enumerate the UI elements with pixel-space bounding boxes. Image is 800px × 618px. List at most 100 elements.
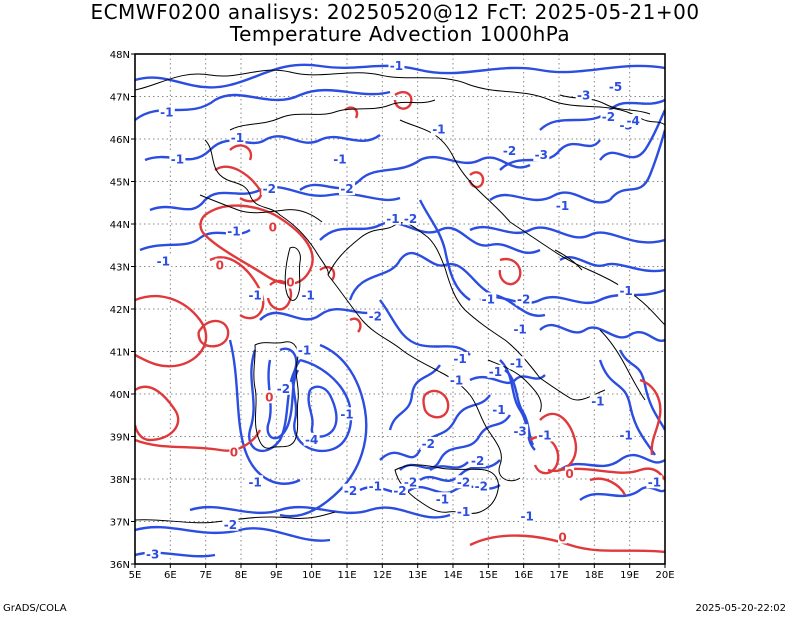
contour-label-background — [229, 445, 239, 459]
lon-tick-label: 10E — [302, 570, 321, 581]
contour-label-background — [402, 211, 419, 225]
contour-label: -2 — [369, 310, 382, 324]
contour-label: -1 — [453, 352, 466, 366]
contour-label-background — [339, 182, 355, 195]
contour-label: -2 — [422, 437, 435, 451]
lat-tick-label: 46N — [110, 135, 130, 146]
contour-label: -1 — [556, 199, 569, 213]
contour-label-background — [455, 475, 472, 489]
contour-label-background — [533, 148, 550, 161]
render-timestamp: 2025-05-20-22:02 — [695, 603, 786, 614]
contour-label-background — [575, 88, 592, 102]
contour-label: -3 — [577, 89, 590, 103]
contour-label: -1 — [513, 322, 526, 336]
contour-label: -5 — [609, 80, 622, 94]
contour-label-background — [261, 182, 278, 195]
contour-label: -2 — [344, 484, 357, 498]
lat-tick-label: 40N — [110, 390, 130, 401]
contour-label: -1 — [386, 212, 399, 226]
contour-label-background — [275, 381, 292, 395]
contour-label: -1 — [492, 403, 505, 417]
axis-ticks: 5E 6E 7E 8E 9E 10E 11E 12E 13E 14E 15E 16E 17E 18E 19E… — [110, 50, 675, 581]
contour-label-background — [229, 131, 246, 144]
lon-tick-label: 7E — [199, 570, 212, 581]
contour-label-background — [490, 403, 507, 416]
contour-label: -2 — [340, 182, 353, 196]
lon-tick-label: 15E — [479, 570, 498, 581]
contour-label: -1 — [298, 344, 311, 358]
contour-label-background — [508, 356, 525, 370]
contour-label-background — [264, 390, 274, 404]
contour-label-background — [367, 309, 384, 323]
contour-label-background — [434, 492, 451, 506]
contour-label: -1 — [432, 123, 445, 137]
contour-label-background — [512, 424, 529, 438]
contour-label-background — [155, 254, 172, 268]
contour-label-background — [448, 373, 465, 387]
contour-label-background — [388, 58, 405, 72]
lat-tick-label: 39N — [110, 433, 130, 444]
software-credit: GrADS/COLA — [3, 603, 67, 614]
lat-tick-label: 45N — [110, 178, 130, 189]
contour-label: 0 — [216, 259, 224, 273]
contour-label: -1 — [390, 59, 403, 73]
contour-label: -1 — [591, 395, 604, 409]
contour-label: 0 — [269, 220, 277, 234]
lon-tick-label: 8E — [235, 570, 248, 581]
contour-label-background — [300, 288, 317, 302]
contour-label: -1 — [619, 284, 632, 298]
lat-tick-label: 36N — [110, 560, 130, 571]
contour-label-background — [618, 428, 635, 442]
contour-label-background — [225, 224, 242, 238]
contour-label-background — [625, 114, 642, 127]
contour-label: -1 — [521, 509, 534, 523]
contour-label-background — [519, 509, 536, 523]
contour-label-background — [384, 211, 401, 225]
contour-label-background — [480, 292, 497, 306]
contour-label: -2 — [393, 484, 406, 498]
contour-label-background — [303, 432, 320, 446]
contour-label: -1 — [160, 106, 173, 120]
contour-label: -1 — [301, 288, 314, 302]
contour-label-background — [607, 80, 624, 93]
contour-label: -1 — [648, 475, 661, 489]
lat-tick-label: 48N — [110, 50, 130, 61]
contour-label: 0 — [565, 467, 573, 481]
lon-tick-label: 19E — [620, 570, 639, 581]
lat-tick-label: 37N — [110, 518, 130, 529]
contour-label: -1 — [538, 429, 551, 443]
contour-label-background — [512, 322, 529, 336]
contour-label-background — [515, 292, 532, 306]
contour-label: -1 — [489, 365, 502, 379]
contour-label-background — [367, 479, 384, 493]
contour-label-background — [215, 258, 225, 272]
contour-label-background — [565, 466, 575, 480]
lon-tick-label: 18E — [585, 570, 604, 581]
lon-tick-label: 12E — [373, 570, 392, 581]
lon-tick-label: 6E — [164, 570, 177, 581]
contour-label-background — [430, 122, 447, 136]
contour-label: -2 — [224, 518, 237, 532]
lon-tick-label: 20E — [655, 570, 674, 581]
contour-label-background — [646, 475, 663, 489]
contour-label: -1 — [619, 429, 632, 443]
contour-label-background — [331, 152, 348, 166]
contour-label: -1 — [171, 152, 184, 166]
contour-label: -1 — [340, 407, 353, 421]
chart-title-line2: Temperature Advection 1000hPa — [229, 22, 571, 46]
contour-label-background — [469, 454, 486, 467]
contour-label-background — [268, 220, 278, 234]
contour-label: -1 — [227, 225, 240, 239]
contour-label-background — [285, 275, 295, 289]
contour-label: -2 — [404, 212, 417, 226]
contour-label: -2 — [602, 110, 615, 124]
lon-tick-label: 11E — [337, 570, 356, 581]
contour-label: -2 — [263, 182, 276, 196]
contour-label-background — [618, 284, 635, 297]
contour-label: -2 — [517, 293, 530, 307]
chart-title-line1: ECMWF0200 analisys: 20250520@12 FcT: 202… — [90, 0, 700, 24]
contour-label-background — [473, 479, 490, 493]
contour-label-background — [455, 505, 472, 518]
lat-tick-label: 44N — [110, 220, 130, 231]
